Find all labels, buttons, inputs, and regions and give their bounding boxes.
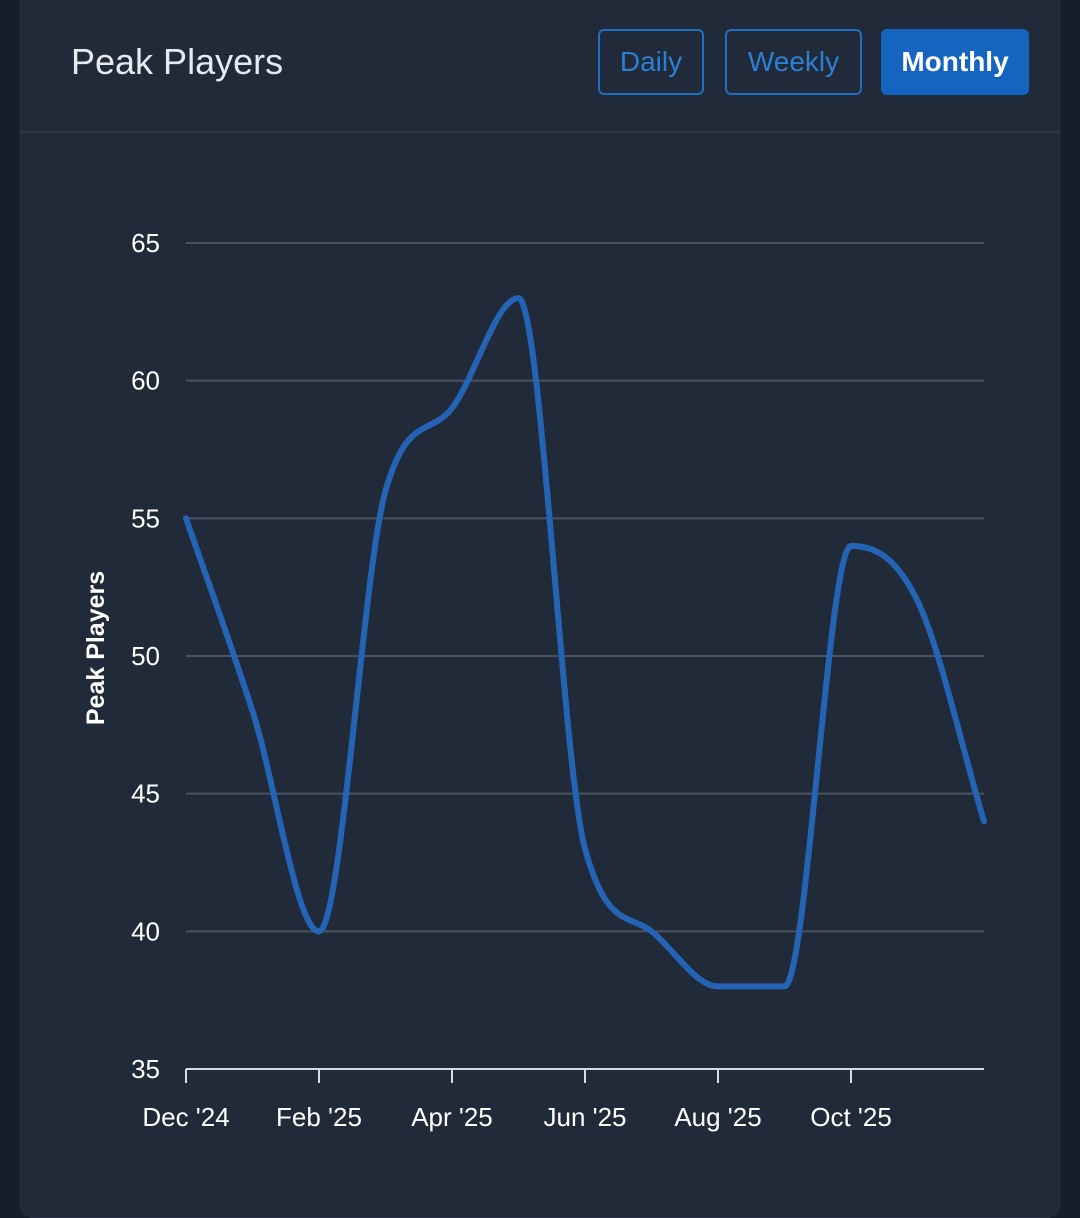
x-tick-label: Apr '25: [411, 1102, 493, 1132]
x-tick-label: Dec '24: [142, 1102, 229, 1132]
grid-lines: [186, 242, 984, 933]
y-axis-label: Peak Players: [82, 571, 110, 725]
y-tick-label: 35: [131, 1054, 160, 1084]
chart-card: Peak Players Daily Weekly Monthly: [20, 0, 1060, 1218]
page-title: Peak Players: [71, 41, 284, 82]
y-tick-label: 40: [131, 916, 160, 946]
y-tick-label: 65: [131, 228, 160, 258]
y-tick-label: 60: [131, 366, 160, 396]
x-tick-label: Oct '25: [810, 1102, 892, 1132]
x-tick-label: Jun '25: [543, 1102, 626, 1132]
monthly-button[interactable]: Monthly: [881, 29, 1029, 95]
card-header: Peak Players Daily Weekly Monthly: [21, 0, 1059, 133]
peak-players-chart: 35 40 45 50 55 60 65 Dec '24 Feb '25 Apr '25 Jun …: [82, 228, 987, 1132]
y-tick-label: 45: [131, 779, 160, 809]
daily-button[interactable]: Daily: [598, 29, 704, 95]
series-line: [183, 295, 987, 990]
x-tick-label: Feb '25: [276, 1102, 362, 1132]
y-tick-label: 55: [131, 503, 160, 533]
x-axis: Dec '24 Feb '25 Apr '25 Jun '25 Aug '25 Oct '…: [142, 1068, 984, 1132]
x-tick-label: Aug '25: [674, 1102, 761, 1132]
weekly-button[interactable]: Weekly: [725, 29, 862, 95]
y-axis: 35 40 45 50 55 60 65: [131, 228, 160, 1084]
y-tick-label: 50: [131, 641, 160, 671]
